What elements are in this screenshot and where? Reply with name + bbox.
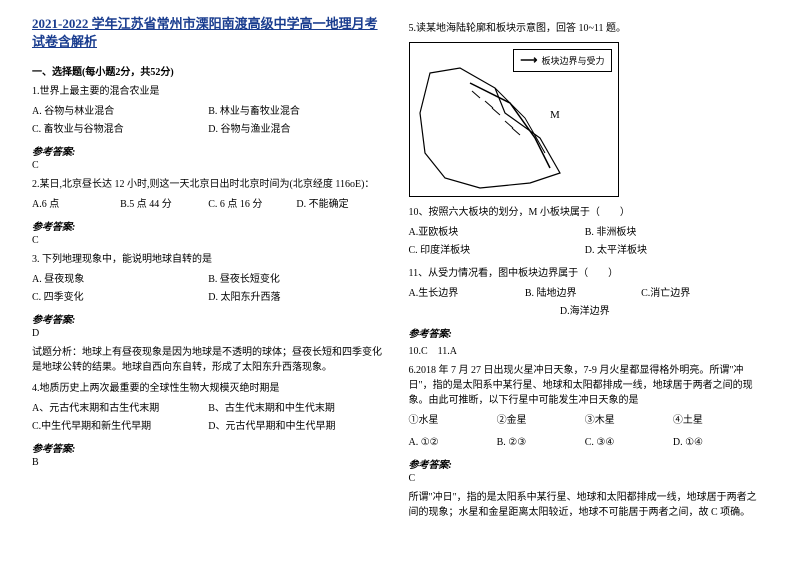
q2-options: A.6 点 B.5 点 44 分 C. 6 点 16 分 D. 不能确定 — [32, 196, 385, 214]
q2-optD: D. 不能确定 — [296, 196, 384, 214]
q3-optB: B. 昼夜长短变化 — [208, 271, 384, 289]
q10-options: A.亚欧板块 B. 非洲板块 C. 印度洋板块 D. 太平洋板块 — [409, 224, 762, 260]
q10-text: 10、按照六大板块的划分，M 小板块属于（ ） — [409, 205, 762, 220]
q10-optB: B. 非洲板块 — [585, 224, 761, 242]
q11-ans-label: 参考答案: — [409, 325, 762, 340]
map-diagram: ⟶ 板块边界与受力 M — [409, 42, 619, 197]
q2-ans-label: 参考答案: — [32, 218, 385, 233]
q3-explain: 试题分析：地球上有昼夜现象是因为地球是不透明的球体；昼夜长短和四季变化是地球公转… — [32, 345, 385, 375]
q1-options: A. 谷物与林业混合 B. 林业与畜牧业混合 C. 畜牧业与谷物混合 D. 谷物… — [32, 103, 385, 139]
q2-optA: A.6 点 — [32, 196, 120, 214]
document-title: 2021-2022 学年江苏省常州市溧阳南渡高级中学高一地理月考试卷含解析 — [32, 15, 385, 51]
q6-text: 6.2018 年 7 月 27 日出现火星冲日天象，7-9 月火星都显得格外明亮… — [409, 363, 762, 408]
q6-explain: 所谓"冲日"，指的是太阳系中某行星、地球和太阳都排成一线，地球居于两者之间的现象… — [409, 490, 762, 520]
q3-ans-label: 参考答案: — [32, 311, 385, 326]
q3-options: A. 昼夜现象 B. 昼夜长短变化 C. 四季变化 D. 太阳东升西落 — [32, 271, 385, 307]
q2-optC: C. 6 点 16 分 — [208, 196, 296, 214]
q1-ans: C — [32, 160, 385, 171]
q2-text: 2.某日,北京昼长达 12 小时,则这一天北京日出时北京时间为(北京经度 116… — [32, 177, 385, 192]
q11-optB: B. 陆地边界 — [525, 285, 641, 303]
q3-ans: D — [32, 328, 385, 339]
q1-ans-label: 参考答案: — [32, 143, 385, 158]
section-1-head: 一、选择题(每小题2分，共52分) — [32, 63, 385, 78]
q6-optC: C. ③④ — [585, 434, 673, 452]
q6-opt1: ①水星 — [409, 412, 497, 430]
q4-optA: A、元古代末期和古生代末期 — [32, 400, 208, 418]
q6-options: A. ①② B. ②③ C. ③④ D. ①④ — [409, 434, 762, 452]
map-label-m: M — [550, 109, 560, 121]
q6-opt3: ③木星 — [585, 412, 673, 430]
q4-optD: D、元古代早期和中生代早期 — [208, 418, 384, 436]
q6-optB: B. ②③ — [497, 434, 585, 452]
q3-text: 3. 下列地理现象中，能说明地球自转的是 — [32, 252, 385, 267]
q1-optD: D. 谷物与渔业混合 — [208, 121, 384, 139]
q11-optD: D.海洋边界 — [409, 303, 762, 321]
right-column: 5.读某地海陆轮廓和板块示意图，回答 10~11 题。 ⟶ 板块边界与受力 M … — [397, 15, 774, 546]
map-legend: ⟶ 板块边界与受力 — [513, 49, 611, 72]
q4-ans-label: 参考答案: — [32, 440, 385, 455]
q6-ans: C — [409, 473, 762, 484]
q3-optD: D. 太阳东升西落 — [208, 289, 384, 307]
q4-optC: C.中生代早期和新生代早期 — [32, 418, 208, 436]
q3-optC: C. 四季变化 — [32, 289, 208, 307]
q4-ans: B — [32, 457, 385, 468]
q6-optD: D. ①④ — [673, 434, 761, 452]
q11-optA: A.生长边界 — [409, 285, 525, 303]
q6-ans-label: 参考答案: — [409, 456, 762, 471]
q4-options: A、元古代末期和古生代末期 B、古生代末期和中生代末期 C.中生代早期和新生代早… — [32, 400, 385, 436]
q11-optC: C.消亡边界 — [641, 285, 757, 303]
q11-ans: 10.C 11.A — [409, 342, 762, 357]
q1-optC: C. 畜牧业与谷物混合 — [32, 121, 208, 139]
q4-text: 4.地质历史上两次最重要的全球性生物大规模灭绝时期是 — [32, 381, 385, 396]
q1-text: 1.世界上最主要的混合农业是 — [32, 84, 385, 99]
q10-optC: C. 印度洋板块 — [409, 242, 585, 260]
q6-optA: A. ①② — [409, 434, 497, 452]
legend-text: 板块边界与受力 — [541, 54, 604, 67]
left-column: 2021-2022 学年江苏省常州市溧阳南渡高级中学高一地理月考试卷含解析 一、… — [20, 15, 397, 546]
legend-arrow-icon: ⟶ — [520, 53, 537, 68]
q10-optD: D. 太平洋板块 — [585, 242, 761, 260]
q1-optA: A. 谷物与林业混合 — [32, 103, 208, 121]
q3-optA: A. 昼夜现象 — [32, 271, 208, 289]
q11-text: 11、从受力情况看，图中板块边界属于（ ） — [409, 266, 762, 281]
q4-optB: B、古生代末期和中生代末期 — [208, 400, 384, 418]
q6-opt2: ②金星 — [497, 412, 585, 430]
q1-optB: B. 林业与畜牧业混合 — [208, 103, 384, 121]
q2-ans: C — [32, 235, 385, 246]
q10-optA: A.亚欧板块 — [409, 224, 585, 242]
q2-optB: B.5 点 44 分 — [120, 196, 208, 214]
q11-options: A.生长边界 B. 陆地边界 C.消亡边界 D.海洋边界 — [409, 285, 762, 321]
q6-opt4: ④土星 — [673, 412, 761, 430]
q6-sub-options: ①水星 ②金星 ③木星 ④土星 — [409, 412, 762, 430]
q5-intro: 5.读某地海陆轮廓和板块示意图，回答 10~11 题。 — [409, 21, 762, 36]
